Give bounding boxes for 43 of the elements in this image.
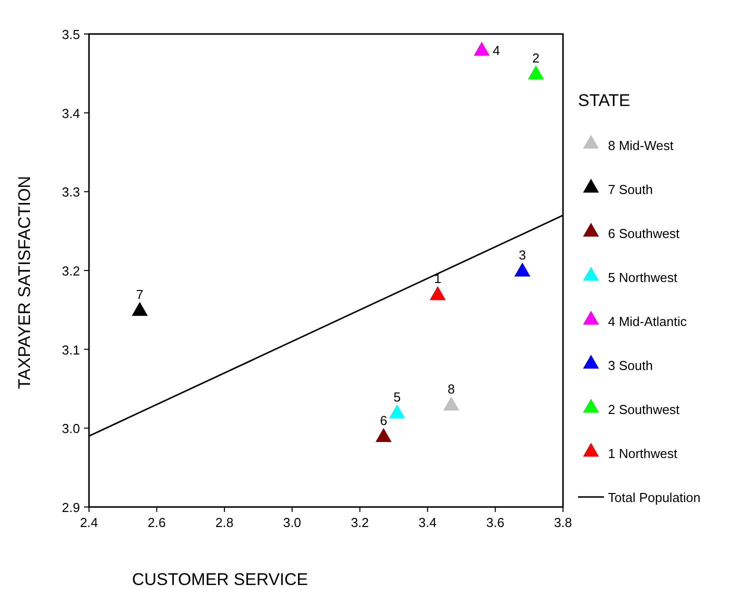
annotation: 7: [136, 286, 144, 302]
annotation: 6: [380, 413, 388, 428]
y-tick-label: 3.5: [62, 27, 80, 42]
y-axis-title: TAXPAYER SATISFACTION: [15, 176, 34, 390]
legend-label: 7 South: [608, 182, 653, 197]
legend-label: Total Population: [608, 490, 701, 505]
x-tick-label: 3.4: [418, 515, 437, 530]
legend-label: 3 South: [608, 358, 653, 373]
y-tick-label: 3.0: [62, 421, 80, 436]
annotation: 8: [448, 382, 455, 397]
legend-label: 1 Northwest: [608, 446, 678, 461]
annotation: 4: [492, 42, 500, 58]
legend-label: 6 Southwest: [608, 226, 680, 241]
legend-label: 5 Northwest: [608, 270, 678, 285]
point: [430, 286, 446, 300]
point: [132, 302, 148, 316]
annotation: 5: [393, 389, 401, 404]
point: [389, 404, 406, 418]
x-tick-label: 2.8: [215, 515, 234, 530]
x-axis-title: CUSTOMER SERVICE: [132, 570, 308, 589]
y-tick-label: 3.1: [62, 342, 80, 358]
point: [528, 65, 544, 80]
x-tick-label: 3.0: [283, 515, 302, 530]
y-tick-label: 3.3: [62, 184, 80, 200]
annotation: 1: [434, 271, 442, 286]
legend-title: STATE: [578, 91, 630, 110]
point: [376, 428, 392, 442]
x-tick-label: 2.6: [148, 515, 166, 530]
legend-label: 8 Mid-West: [608, 138, 674, 153]
annotation: 2: [532, 50, 540, 66]
point: [474, 42, 490, 56]
point: [443, 396, 460, 411]
y-tick-label: 3.4: [62, 106, 80, 121]
annotation: 3: [518, 248, 526, 262]
legend-label: 2 Southwest: [608, 402, 680, 417]
legend-label: 4 Mid-Atlantic: [608, 314, 688, 329]
x-tick-label: 3.8: [554, 515, 572, 530]
y-tick-label: 3.2: [62, 264, 80, 278]
x-tick-label: 3.6: [486, 515, 504, 530]
y-tick-label: 2.9: [62, 500, 80, 515]
x-tick-label: 3.2: [350, 515, 369, 530]
point: [514, 262, 530, 276]
x-tick-label: 2.4: [80, 515, 98, 530]
